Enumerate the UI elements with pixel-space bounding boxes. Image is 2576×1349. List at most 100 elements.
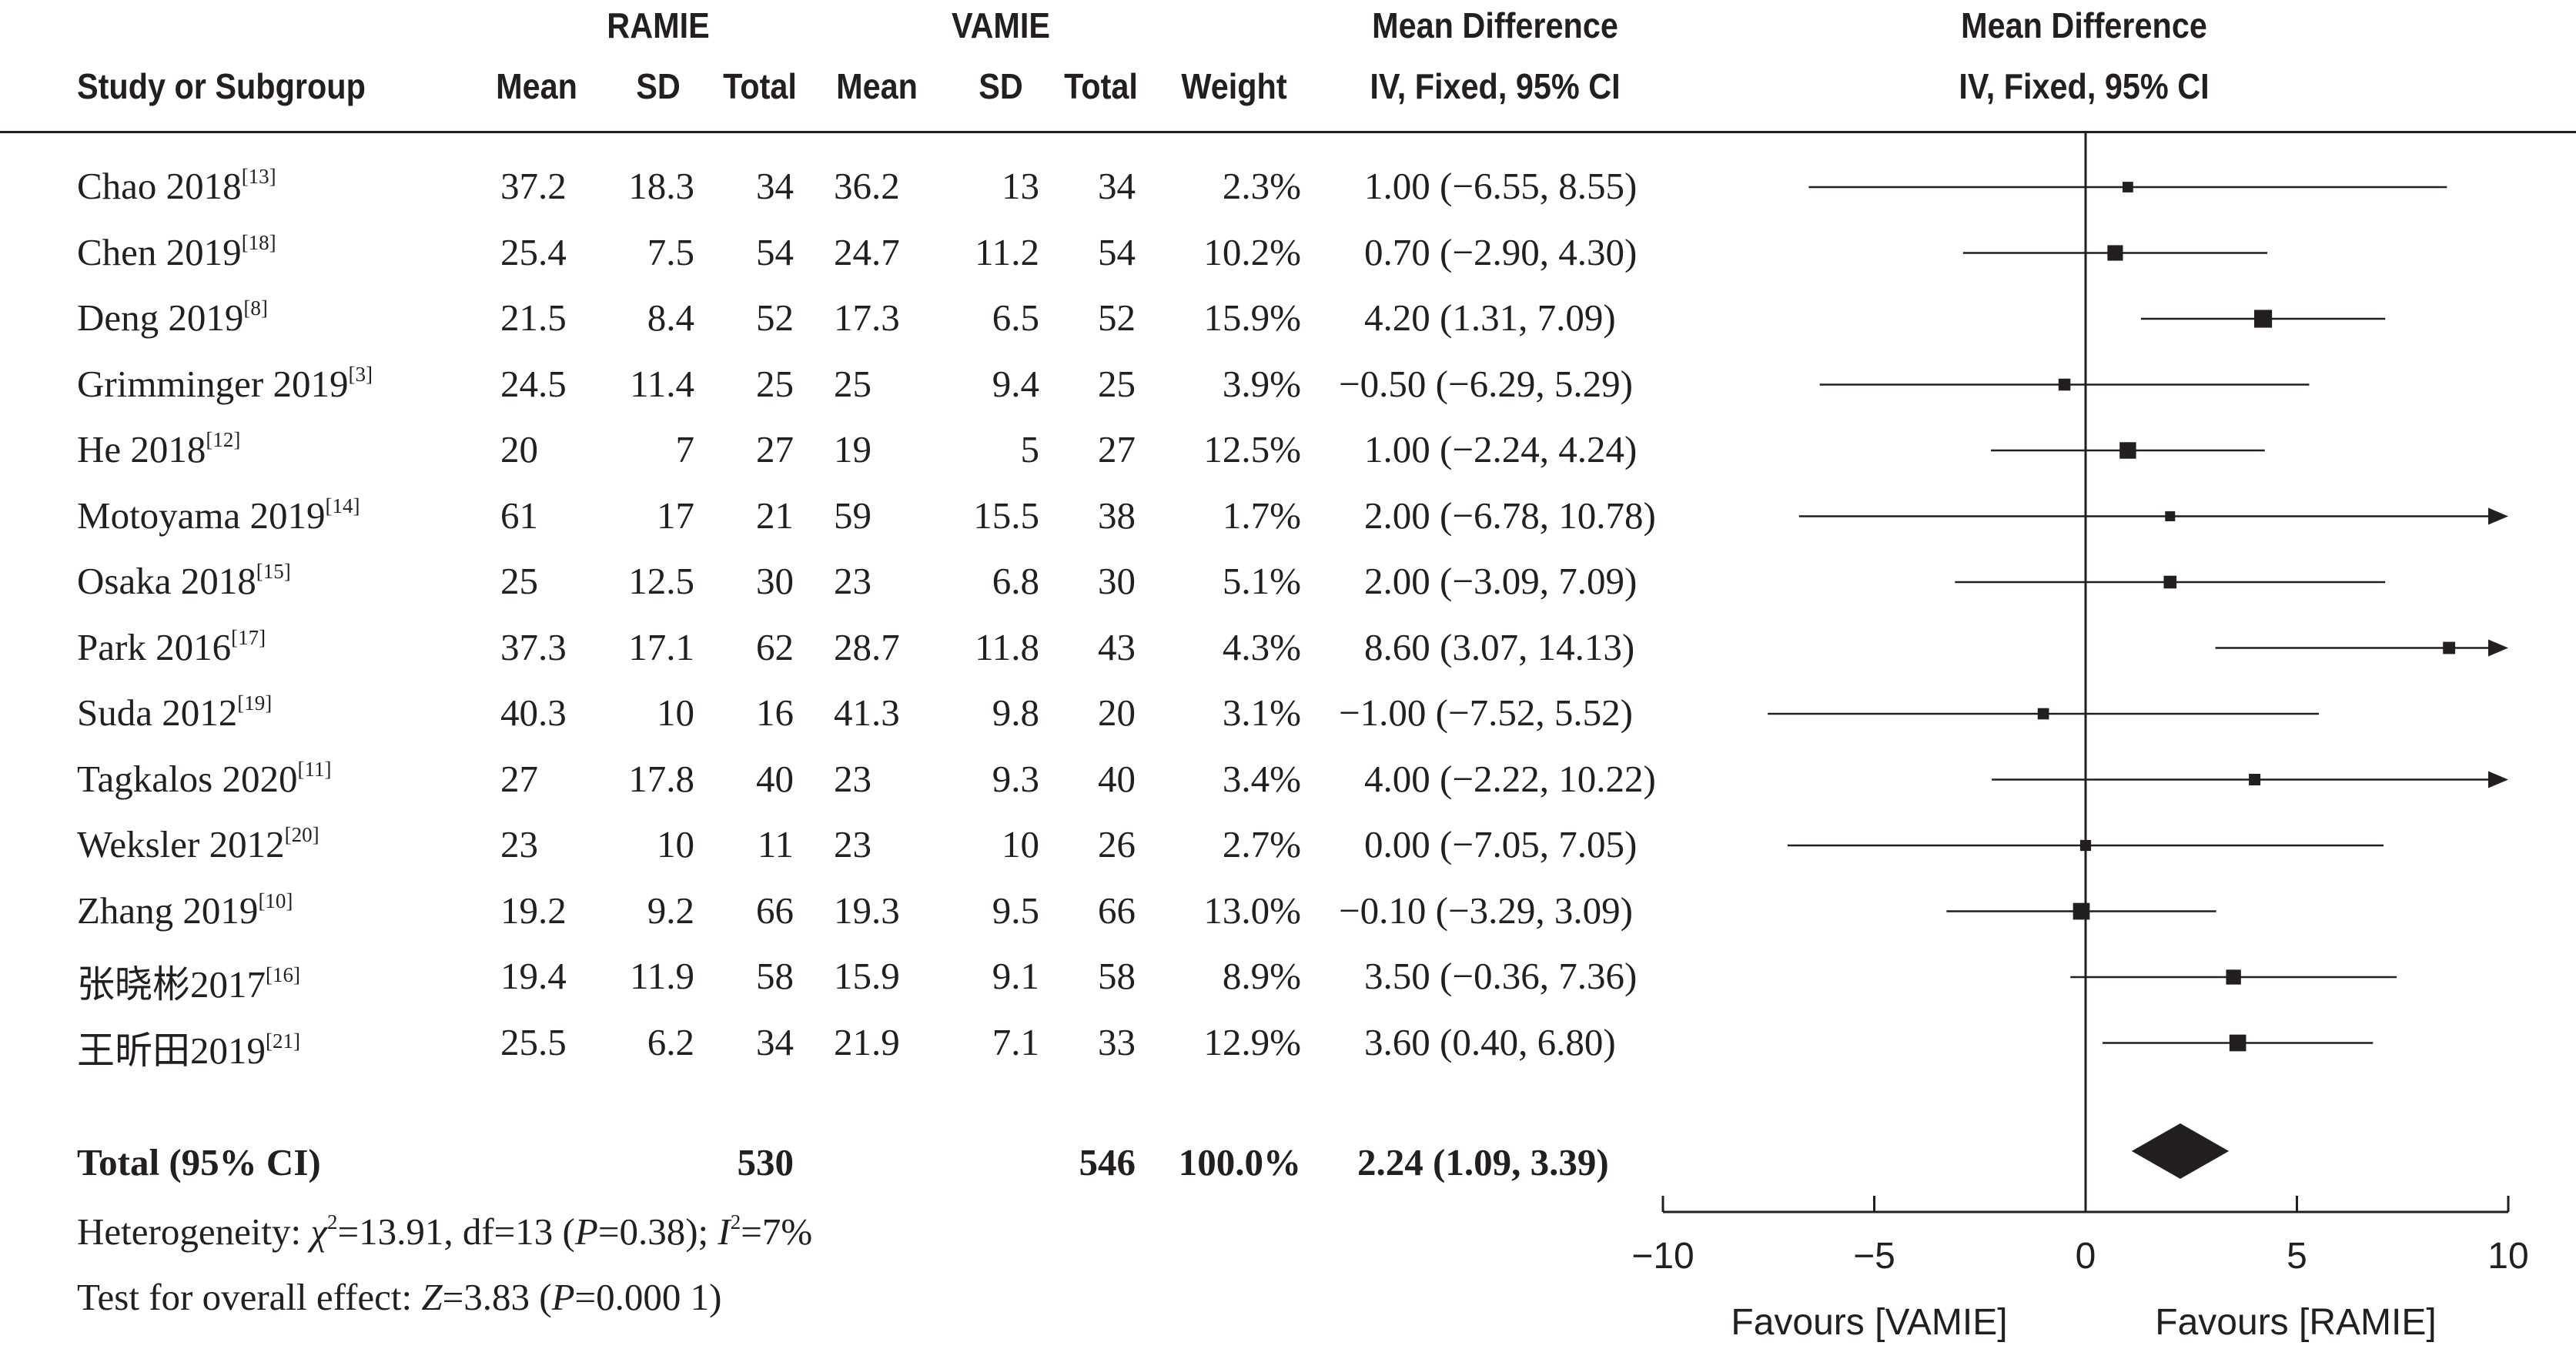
n1-cell: 52 (756, 296, 794, 339)
weight-cell: 1.7% (1222, 494, 1301, 537)
weight-cell: 3.9% (1222, 362, 1301, 405)
study-name: Chen 2019[18] (77, 230, 276, 273)
effect-square (2254, 310, 2273, 328)
study-name: Park 2016[17] (77, 625, 266, 668)
reference-superscript: [17] (231, 625, 266, 649)
sd2-column-header: SD (979, 66, 1023, 106)
mean1-column-header: Mean (496, 66, 577, 106)
n1-cell: 25 (756, 362, 794, 405)
favours-left-label: Favours [VAMIE] (1731, 1302, 2008, 1343)
study-column-header: Study or Subgroup (77, 66, 366, 106)
sd2-cell: 15.5 (973, 494, 1039, 537)
x-tick-label: −5 (1853, 1236, 1895, 1277)
weight-cell: 10.2% (1203, 230, 1301, 273)
ci-cell: 3.50 (−0.36, 7.36) (1364, 955, 1638, 997)
mean2-cell: 23 (834, 757, 871, 800)
weight-cell: 4.3% (1222, 625, 1301, 668)
n1-cell: 30 (756, 560, 794, 602)
sd2-cell: 6.8 (992, 560, 1039, 602)
mean2-column-header: Mean (836, 66, 918, 106)
ci-cell: −1.00 (−7.52, 5.52) (1339, 691, 1633, 734)
weight-cell: 2.7% (1222, 823, 1301, 865)
mean1-cell: 40.3 (500, 691, 567, 734)
sd2-cell: 9.8 (992, 691, 1039, 734)
effect-square (2079, 839, 2092, 852)
md-column-title: Mean Difference (1372, 5, 1618, 45)
mean2-cell: 59 (834, 494, 871, 537)
mean1-cell: 25 (500, 560, 538, 602)
study-name: Zhang 2019[10] (77, 889, 293, 932)
header-rule (0, 131, 2576, 133)
weight-cell: 5.1% (1222, 560, 1301, 602)
n2-cell: 52 (1098, 296, 1136, 339)
study-name: 王昕田2019[21] (77, 1029, 300, 1072)
study-name: Tagkalos 2020[11] (77, 757, 332, 800)
sd2-cell: 9.4 (992, 362, 1039, 405)
study-name: Grimminger 2019[3] (77, 362, 373, 405)
x-tick-label: 0 (2076, 1236, 2096, 1277)
n2-cell: 58 (1098, 955, 1136, 997)
sd1-cell: 9.2 (647, 889, 694, 932)
study-name: He 2018[12] (77, 428, 241, 470)
plot-method: IV, Fixed, 95% CI (1959, 66, 2210, 106)
effect-square (2163, 575, 2177, 589)
sd1-cell: 8.4 (647, 296, 694, 339)
effect-square (2165, 511, 2176, 521)
mean2-cell: 28.7 (834, 625, 900, 668)
sd1-cell: 12.5 (628, 560, 694, 602)
n2-cell: 30 (1098, 560, 1136, 602)
reference-superscript: [8] (243, 296, 268, 320)
n2-cell: 43 (1098, 625, 1136, 668)
x-tick-label: 10 (2487, 1236, 2528, 1277)
n2-cell: 27 (1098, 428, 1136, 470)
ci-cell: 0.00 (−7.05, 7.05) (1364, 823, 1638, 865)
sd2-cell: 9.1 (992, 955, 1039, 997)
n1-cell: 21 (756, 494, 794, 537)
effect-square (2443, 641, 2456, 654)
n1-cell: 11 (757, 823, 794, 865)
study-name: Chao 2018[13] (77, 165, 276, 207)
n2-cell: 66 (1098, 889, 1136, 932)
n1-cell: 34 (756, 165, 794, 207)
ci-cell: 2.00 (−3.09, 7.09) (1364, 560, 1638, 602)
study-name: 张晓彬2017[16] (77, 963, 300, 1006)
n1-cell: 40 (756, 757, 794, 800)
weight-cell: 3.1% (1222, 691, 1301, 734)
mean1-cell: 25.5 (500, 1020, 567, 1063)
total-label: Total (95% CI) (77, 1141, 321, 1183)
sd2-cell: 9.5 (992, 889, 1039, 932)
n2-cell: 38 (1098, 494, 1136, 537)
sd1-cell: 10 (657, 823, 694, 865)
mean1-cell: 37.3 (500, 625, 567, 668)
reference-superscript: [20] (284, 823, 319, 846)
md-column-method: IV, Fixed, 95% CI (1370, 66, 1621, 106)
ci-cell: 3.60 (0.40, 6.80) (1364, 1020, 1616, 1063)
ci-arrow-right (2488, 771, 2508, 788)
reference-superscript: [16] (266, 963, 300, 986)
mean2-cell: 23 (834, 823, 871, 865)
n1-cell: 34 (756, 1020, 794, 1063)
total2-column-header: Total (1064, 66, 1138, 106)
sd2-cell: 9.3 (992, 757, 1039, 800)
mean1-cell: 24.5 (500, 362, 567, 405)
effect-square (2073, 902, 2090, 920)
ci-cell: 4.00 (−2.22, 10.22) (1364, 757, 1656, 800)
sd1-cell: 17 (657, 494, 694, 537)
ci-arrow-right (2488, 507, 2508, 525)
ci-cell: 8.60 (3.07, 14.13) (1364, 625, 1635, 668)
reference-superscript: [3] (348, 362, 373, 386)
sd1-cell: 11.9 (630, 955, 694, 997)
mean1-cell: 27 (500, 757, 538, 800)
mean2-cell: 21.9 (834, 1020, 900, 1063)
total-n2: 546 (1079, 1141, 1136, 1183)
n2-cell: 34 (1098, 165, 1136, 207)
mean1-cell: 37.2 (500, 165, 567, 207)
ci-cell: −0.10 (−3.29, 3.09) (1339, 889, 1633, 932)
sd1-cell: 10 (657, 691, 694, 734)
effect-square (2058, 378, 2071, 391)
mean1-cell: 19.4 (500, 955, 567, 997)
sd1-cell: 17.8 (628, 757, 694, 800)
effect-square (2119, 442, 2136, 459)
weight-cell: 12.5% (1203, 428, 1301, 470)
